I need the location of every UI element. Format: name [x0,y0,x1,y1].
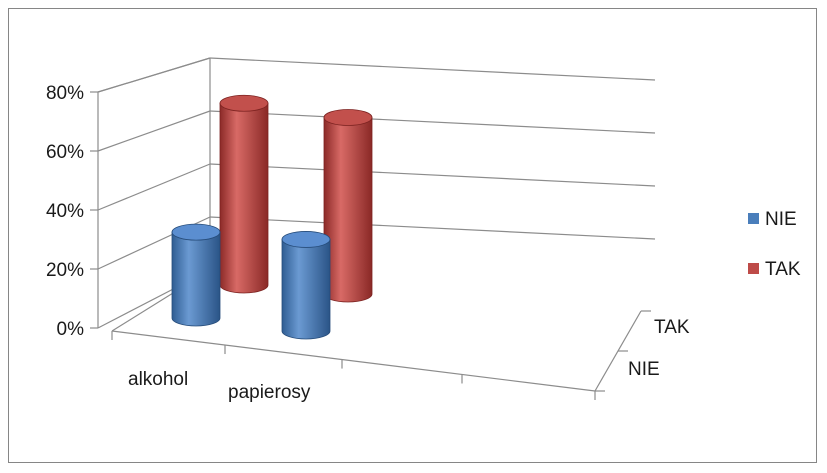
y-tick-label-3: 60% [46,142,84,163]
gridline-left-3 [97,110,211,152]
bar-body-nie-0 [171,231,221,327]
bar-top-tak-1 [323,109,373,126]
bar-body-nie-1 [281,239,331,340]
gridline-back-2 [209,163,656,187]
bar-tak-papierosy [323,109,373,303]
bar-nie-alkohol [171,223,221,327]
category-label-papierosy: papierosy [228,382,311,403]
gridlines [97,57,656,329]
y-axis-ticks: 0% 20% 40% 60% 80% [46,83,98,340]
bar-top-nie-1 [281,231,331,248]
bar-top-nie-0 [171,223,221,241]
bar-tak-alkohol [219,94,269,294]
gridline-back-1 [209,216,656,240]
gridline-left-2 [97,163,211,211]
category-label-alkohol: alkohol [128,369,188,390]
legend: NIE TAK [748,209,801,280]
bar-body-tak-0 [219,102,269,294]
x-axis-line [111,330,596,392]
chart-frame [8,8,817,463]
x-axis-ticks [111,310,651,400]
depth-label-tak: TAK [654,317,690,338]
bars [171,94,373,340]
y-tick-label-0: 0% [57,319,85,340]
bar-nie-papierosy [281,231,331,340]
legend-label-nie: NIE [765,209,797,230]
y-tick-label-1: 20% [46,260,84,281]
y-tick-label-2: 40% [46,201,84,222]
bar-body-tak-1 [323,117,373,303]
y-tick-label-4: 80% [46,83,84,104]
legend-label-tak: TAK [765,259,801,280]
bar-top-tak-0 [219,94,269,112]
depth-label-nie: NIE [628,359,660,380]
legend-swatch-nie [748,213,759,224]
gridline-back-4 [209,57,656,81]
legend-swatch-tak [748,263,759,274]
gridline-left-4 [97,57,211,93]
gridline-back-3 [209,110,656,134]
